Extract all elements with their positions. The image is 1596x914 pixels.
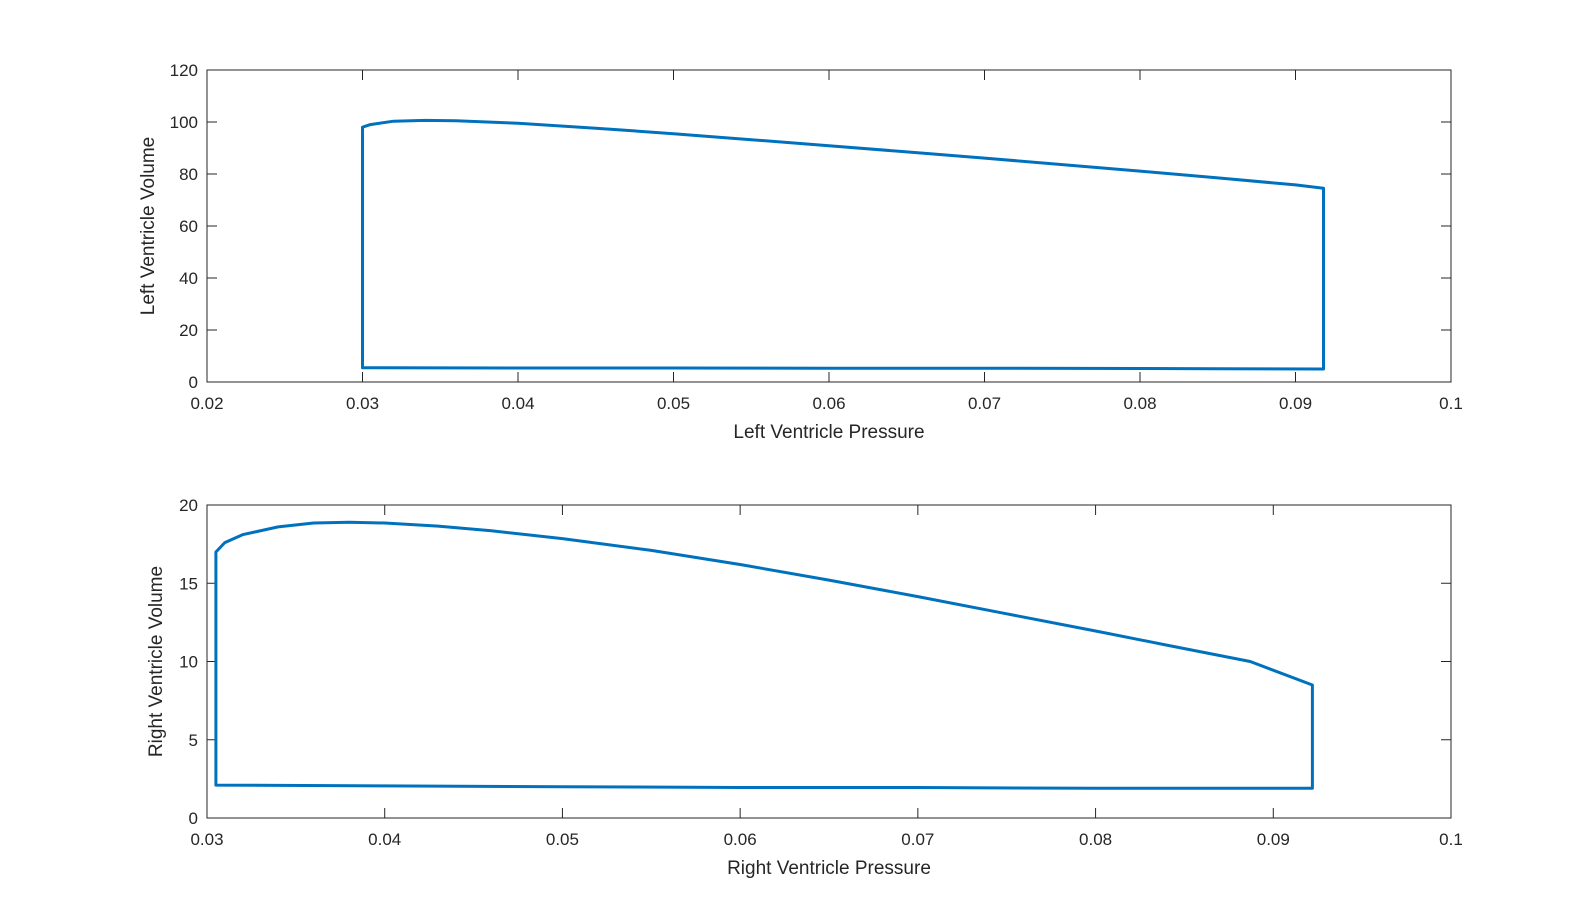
rv-pv-loop-line bbox=[214, 520, 1314, 790]
lv-x-tick-label: 0.06 bbox=[812, 394, 845, 413]
rv-x-tick-label: 0.05 bbox=[546, 830, 579, 849]
rv-x-axis-label: Right Ventricle Pressure bbox=[727, 858, 931, 879]
rv-y-axis-label: Right Ventricle Volume bbox=[146, 566, 167, 757]
lv-x-tick-label: 0.08 bbox=[1123, 394, 1156, 413]
lv-x-tick-label: 0.05 bbox=[657, 394, 690, 413]
lv-x-tick-label: 0.07 bbox=[968, 394, 1001, 413]
rv-x-tick-label: 0.07 bbox=[901, 830, 934, 849]
lv-x-axis-label: Left Ventricle Pressure bbox=[733, 422, 924, 443]
lv-x-tick-label: 0.03 bbox=[346, 394, 379, 413]
rv-x-tick-label: 0.1 bbox=[1439, 830, 1463, 849]
lv-y-tick-label: 60 bbox=[179, 217, 198, 236]
lv-x-tick-label: 0.1 bbox=[1439, 394, 1463, 413]
rv-x-tick-label: 0.09 bbox=[1257, 830, 1290, 849]
rv-x-tick-label: 0.04 bbox=[368, 830, 401, 849]
left-ventricle-plot: 0.02 0.03 0.04 0.05 0.06 0.07 0.08 0.09 0.1 0 20 40… bbox=[138, 61, 1463, 443]
lv-x-tick-label: 0.02 bbox=[190, 394, 223, 413]
lv-x-tick-label: 0.09 bbox=[1279, 394, 1312, 413]
lv-y-tick-label: 0 bbox=[189, 373, 198, 392]
rv-x-tick-label: 0.06 bbox=[724, 830, 757, 849]
lv-y-tick-label: 20 bbox=[179, 321, 198, 340]
rv-axes-box bbox=[206, 504, 1452, 819]
rv-x-tick-label: 0.03 bbox=[190, 830, 223, 849]
rv-y-tick-label: 5 bbox=[189, 731, 198, 750]
lv-y-tick-label: 120 bbox=[170, 61, 198, 80]
rv-y-tick-label: 20 bbox=[179, 496, 198, 515]
rv-y-tick-label: 15 bbox=[179, 574, 198, 593]
lv-axes-box bbox=[206, 69, 1452, 383]
lv-y-tick-label: 100 bbox=[170, 113, 198, 132]
lv-y-tick-label: 80 bbox=[179, 165, 198, 184]
rv-y-tick-label: 0 bbox=[189, 809, 198, 828]
right-ventricle-plot: 0.03 0.04 0.05 0.06 0.07 0.08 0.09 0.1 0 5 10 15 20 R… bbox=[146, 496, 1463, 879]
lv-x-tick-label: 0.04 bbox=[501, 394, 534, 413]
rv-x-tick-label: 0.08 bbox=[1079, 830, 1112, 849]
lv-pv-loop-line bbox=[361, 118, 1325, 371]
lv-y-axis-label: Left Ventricle Volume bbox=[138, 137, 159, 316]
rv-y-tick-label: 10 bbox=[179, 653, 198, 672]
lv-y-tick-label: 40 bbox=[179, 269, 198, 288]
